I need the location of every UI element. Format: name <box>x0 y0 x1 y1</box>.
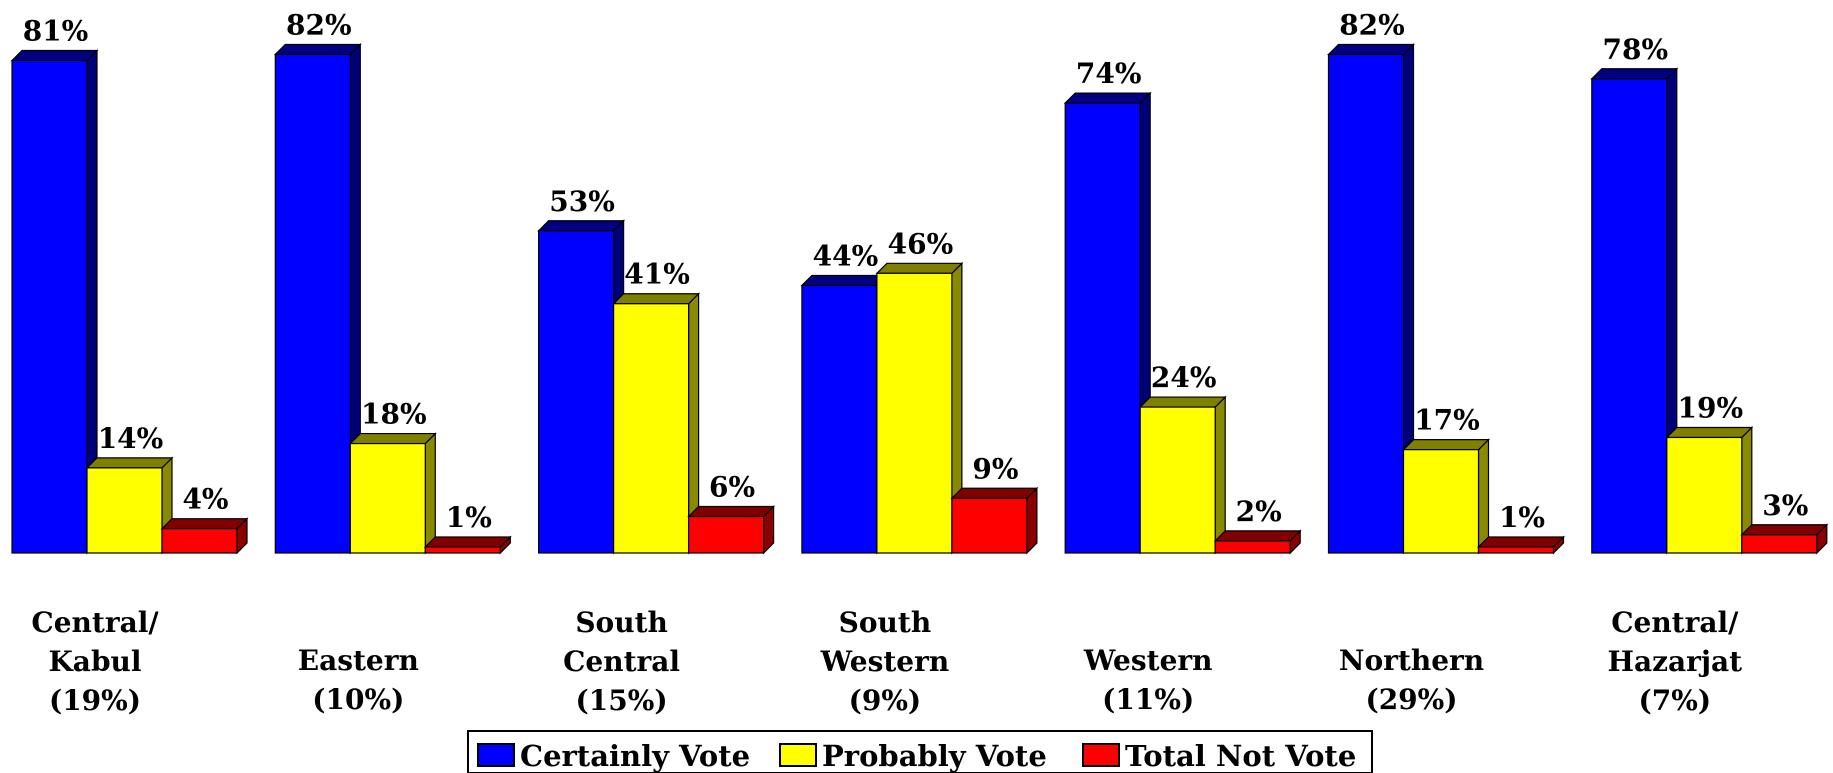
data-label-certainly-vote: 44% <box>813 239 879 272</box>
bar-side-probably-vote <box>424 432 436 555</box>
bar-top-probably-vote <box>1402 439 1490 451</box>
data-label-total-not-vote: 4% <box>182 483 228 516</box>
bars-layer <box>10 42 1829 555</box>
bar-top-certainly-vote <box>10 49 99 62</box>
bar-total-not-vote <box>424 546 501 554</box>
bar-probably-vote <box>876 272 953 554</box>
value-labels-layer: 81% 14% 4% 82% 18% 1% 53% 41% 6% 44% 46% 9% 74% 24% 2%… <box>23 8 1809 533</box>
data-label-certainly-vote: 53% <box>549 185 615 218</box>
legend-swatch-total-not-vote <box>1082 743 1120 767</box>
legend-swatch-probably-vote <box>779 743 817 767</box>
data-label-probably-vote: 46% <box>888 227 954 260</box>
legend-label-total-not-vote: Total Not Vote <box>1125 739 1356 773</box>
legend-label-certainly-vote: Certainly Vote <box>520 739 750 773</box>
bar-top-total-not-vote <box>1740 524 1829 536</box>
data-label-certainly-vote: 81% <box>23 15 89 48</box>
bar-top-certainly-vote <box>273 43 362 56</box>
bar-total-not-vote <box>161 528 238 554</box>
data-label-certainly-vote: 82% <box>286 8 352 41</box>
bar-top-probably-vote <box>1665 426 1754 439</box>
bar-top-certainly-vote <box>1063 92 1152 104</box>
bar-certainly-vote <box>537 230 615 554</box>
bar-top-total-not-vote <box>1213 530 1302 542</box>
data-label-probably-vote: 18% <box>361 398 427 431</box>
bar-total-not-vote <box>1477 546 1555 554</box>
category-labels-layer: Central/Kabul (19%) Eastern (10%) South Centr… <box>31 606 1742 717</box>
bar-top-probably-vote <box>875 262 964 274</box>
category-label: South Central (15%) <box>563 606 680 717</box>
bar-top-probably-vote <box>612 293 701 305</box>
bar-probably-vote <box>86 467 163 554</box>
data-label-total-not-vote: 3% <box>1762 489 1808 522</box>
bar-total-not-vote <box>1214 540 1291 554</box>
bar-side-probably-vote <box>1477 438 1490 555</box>
bar-top-certainly-vote <box>1590 68 1679 80</box>
bar-top-total-not-vote <box>1477 536 1565 548</box>
bar-top-probably-vote <box>85 457 174 469</box>
legend: Certainly Vote Probably Vote Total Not Vot… <box>467 730 1373 773</box>
bar-total-not-vote <box>1741 534 1818 554</box>
data-label-certainly-vote: 78% <box>1603 33 1669 66</box>
category-label: South Western (9%) <box>820 606 950 717</box>
legend-frame <box>467 730 1373 773</box>
bar-total-not-vote <box>951 497 1028 554</box>
bar-top-total-not-vote <box>687 505 776 518</box>
bar-side-probably-vote <box>1214 395 1226 555</box>
bar-top-total-not-vote <box>160 518 249 530</box>
bar-probably-vote <box>1666 436 1743 554</box>
data-label-total-not-vote: 1% <box>1499 501 1545 534</box>
bar-probably-vote <box>349 442 426 554</box>
data-label-probably-vote: 14% <box>98 422 164 455</box>
data-label-probably-vote: 17% <box>1414 404 1480 437</box>
bar-probably-vote <box>1402 449 1480 554</box>
data-label-certainly-vote: 82% <box>1339 8 1405 41</box>
bar-total-not-vote <box>687 515 765 554</box>
category-label: Eastern (10%) <box>298 644 419 716</box>
bar-top-total-not-vote <box>423 536 512 548</box>
bar-top-probably-vote <box>1138 396 1227 408</box>
bar-certainly-vote <box>274 53 351 554</box>
bar-certainly-vote <box>1327 53 1405 554</box>
legend-swatch-certainly-vote <box>477 743 515 767</box>
data-label-total-not-vote: 2% <box>1236 495 1282 528</box>
bar-certainly-vote <box>1064 102 1141 554</box>
data-label-probably-vote: 24% <box>1151 361 1217 394</box>
bar-probably-vote <box>612 303 690 554</box>
data-label-certainly-vote: 74% <box>1076 57 1142 90</box>
bar-side-total-not-vote <box>1026 486 1038 555</box>
legend-label-probably-vote: Probably Vote <box>822 739 1047 773</box>
category-label: Central/Kabul (19%) <box>31 606 159 717</box>
bar-certainly-vote <box>801 284 878 554</box>
data-label-probably-vote: 41% <box>624 258 690 291</box>
bar-top-certainly-vote <box>1327 43 1415 56</box>
bar-top-probably-vote <box>348 432 437 445</box>
bar-top-certainly-vote <box>537 220 626 232</box>
bar-probably-vote <box>1139 406 1216 554</box>
data-label-total-not-vote: 1% <box>446 501 492 534</box>
bar-certainly-vote <box>1591 78 1668 554</box>
data-label-total-not-vote: 9% <box>972 452 1018 485</box>
bar-top-certainly-vote <box>800 274 889 287</box>
category-label: Western (11%) <box>1083 644 1213 716</box>
bar-certainly-vote <box>11 59 88 554</box>
category-label: Central/Hazarjat (7%) <box>1607 606 1742 717</box>
bar-top-total-not-vote <box>950 487 1039 499</box>
data-label-probably-vote: 19% <box>1678 391 1744 424</box>
category-label: Northern (29%) <box>1339 644 1484 716</box>
data-label-total-not-vote: 6% <box>709 471 755 504</box>
